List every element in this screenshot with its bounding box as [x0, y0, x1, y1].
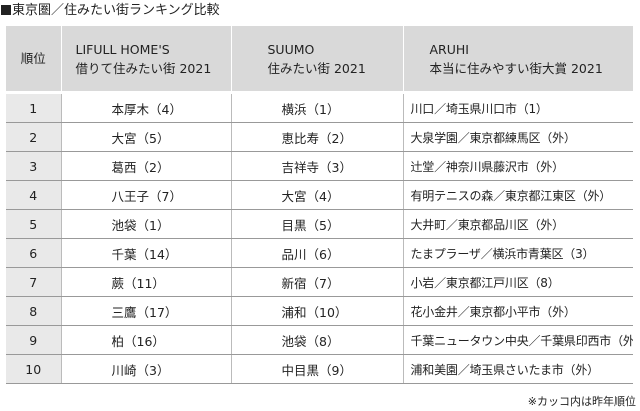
table-row: 9 柏（16） 池袋（8） 千葉ニュータウン中央／千葉県印西市（外） — [6, 325, 633, 355]
lifull-cell: 柏（16） — [61, 325, 232, 355]
table-row: 5 池袋（1） 目黒（5） 大井町／東京都品川区（外） — [6, 209, 633, 239]
aruhi-cell: 大泉学園／東京都練馬区（外） — [403, 122, 633, 152]
aruhi-cell: 小岩／東京都江戸川区（8） — [403, 267, 633, 297]
rank-cell: 6 — [6, 238, 62, 268]
table-row: 3 葛西（2） 吉祥寺（3） 辻堂／神奈川県藤沢市（外） — [6, 151, 633, 181]
header-rank: 順位 — [6, 26, 62, 94]
table-row: 6 千葉（14） 品川（6） たまプラーザ／横浜市青葉区（3） — [6, 238, 633, 268]
suumo-cell: 吉祥寺（3） — [231, 151, 404, 181]
header-suumo-source: SUUMO — [267, 41, 315, 57]
figure-title: 東京圏／住みたい街ランキング比較 — [1, 1, 220, 21]
rank-cell: 7 — [6, 267, 62, 297]
lifull-cell: 大宮（5） — [61, 122, 232, 152]
suumo-cell: 浦和（10） — [231, 296, 404, 326]
lifull-cell: 蕨（11） — [61, 267, 232, 297]
aruhi-cell: 有明テニスの森／東京都江東区（外） — [403, 180, 633, 210]
rank-cell: 9 — [6, 325, 62, 355]
aruhi-cell: 辻堂／神奈川県藤沢市（外） — [403, 151, 633, 181]
table-row: 4 八王子（7） 大宮（4） 有明テニスの森／東京都江東区（外） — [6, 180, 633, 210]
header-suumo: SUUMO 住みたい街 2021 — [231, 26, 404, 94]
header-aruhi-name: 本当に住みやすい街大賞 2021 — [429, 60, 603, 76]
rank-cell: 4 — [6, 180, 62, 210]
lifull-cell: 池袋（1） — [61, 209, 232, 239]
lifull-cell: 八王子（7） — [61, 180, 232, 210]
lifull-cell: 三鷹（17） — [61, 296, 232, 326]
figure-title-text: 東京圏／住みたい街ランキング比較 — [12, 3, 220, 18]
aruhi-cell: たまプラーザ／横浜市青葉区（3） — [403, 238, 633, 268]
header-suumo-name: 住みたい街 2021 — [267, 60, 366, 76]
rank-cell: 1 — [6, 92, 62, 123]
header-lifull-source: LIFULL HOME'S — [75, 41, 170, 57]
rank-cell: 2 — [6, 122, 62, 152]
footnote: ※カッコ内は昨年順位 — [527, 395, 636, 408]
aruhi-cell: 花小金井／東京都小平市（外） — [403, 296, 633, 326]
table-header-row: 順位 LIFULL HOME'S 借りて住みたい街 2021 SUUMO 住みた… — [6, 26, 633, 94]
table-row: 1 本厚木（4） 横浜（1） 川口／埼玉県川口市（1） — [6, 92, 633, 123]
rank-cell: 3 — [6, 151, 62, 181]
rank-cell: 8 — [6, 296, 62, 326]
rank-cell: 10 — [6, 354, 62, 384]
lifull-cell: 千葉（14） — [61, 238, 232, 268]
suumo-cell: 池袋（8） — [231, 325, 404, 355]
lifull-cell: 葛西（2） — [61, 151, 232, 181]
suumo-cell: 大宮（4） — [231, 180, 404, 210]
rank-cell: 5 — [6, 209, 62, 239]
table-row: 2 大宮（5） 恵比寿（2） 大泉学園／東京都練馬区（外） — [6, 122, 633, 152]
ranking-table: 順位 LIFULL HOME'S 借りて住みたい街 2021 SUUMO 住みた… — [6, 26, 633, 384]
suumo-cell: 目黒（5） — [231, 209, 404, 239]
suumo-cell: 品川（6） — [231, 238, 404, 268]
aruhi-cell: 浦和美園／埼玉県さいたま市（外） — [403, 354, 633, 384]
suumo-cell: 新宿（7） — [231, 267, 404, 297]
suumo-cell: 横浜（1） — [231, 92, 404, 123]
aruhi-cell: 川口／埼玉県川口市（1） — [403, 92, 633, 123]
header-aruhi-source: ARUHI — [429, 41, 469, 57]
suumo-cell: 中目黒（9） — [231, 354, 404, 384]
header-aruhi: ARUHI 本当に住みやすい街大賞 2021 — [403, 26, 633, 94]
aruhi-cell: 大井町／東京都品川区（外） — [403, 209, 633, 239]
table-row: 7 蕨（11） 新宿（7） 小岩／東京都江戸川区（8） — [6, 267, 633, 297]
header-lifull: LIFULL HOME'S 借りて住みたい街 2021 — [61, 26, 232, 94]
table-row: 10 川崎（3） 中目黒（9） 浦和美園／埼玉県さいたま市（外） — [6, 354, 633, 384]
suumo-cell: 恵比寿（2） — [231, 122, 404, 152]
square-bullet-icon — [1, 5, 11, 15]
lifull-cell: 本厚木（4） — [61, 92, 232, 123]
header-lifull-name: 借りて住みたい街 2021 — [75, 60, 212, 76]
lifull-cell: 川崎（3） — [61, 354, 232, 384]
aruhi-cell: 千葉ニュータウン中央／千葉県印西市（外） — [403, 325, 633, 355]
table-row: 8 三鷹（17） 浦和（10） 花小金井／東京都小平市（外） — [6, 296, 633, 326]
